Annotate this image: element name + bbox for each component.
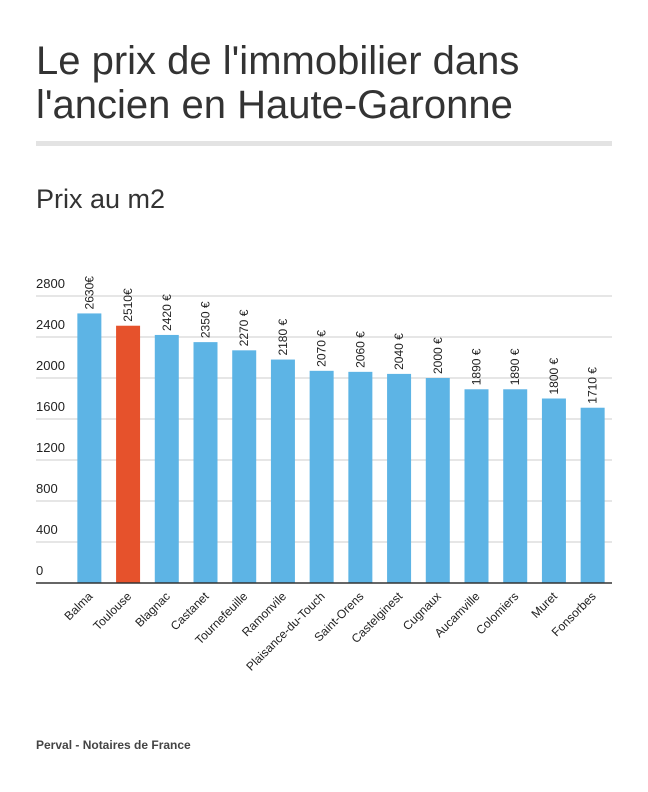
chart-title: Le prix de l'immobilier dans l'ancien en … (36, 39, 519, 127)
y-tick-label: 800 (36, 481, 58, 496)
bar (232, 350, 257, 583)
value-label: 2040 € (392, 333, 406, 370)
y-tick-label: 2000 (36, 358, 65, 373)
chart-subtitle: Prix au m2 (36, 184, 165, 214)
bar (193, 342, 218, 583)
x-tick-label: Colomiers (473, 589, 521, 637)
source: Perval - Notaires de France (36, 738, 191, 752)
bar (580, 407, 605, 583)
value-label: 1800 € (547, 357, 561, 394)
bar (541, 398, 566, 583)
x-tick-label: Balma (62, 589, 96, 623)
y-tick-label: 400 (36, 522, 58, 537)
value-label: 2350 € (199, 301, 213, 338)
x-tick-label: Blagnac (132, 589, 173, 630)
value-label: 2630€ (82, 276, 96, 310)
bar (154, 334, 179, 583)
value-label: 2070 € (315, 330, 329, 367)
y-tick-label: 2800 (36, 276, 65, 291)
bar (387, 373, 412, 583)
value-label: 1890 € (508, 348, 522, 385)
bar (464, 389, 489, 583)
separator (36, 141, 612, 146)
y-tick-label: 0 (36, 563, 43, 578)
value-label: 2180 € (276, 319, 290, 356)
value-label: 2000 € (431, 337, 445, 374)
bar (348, 371, 373, 583)
x-tick-label: Muret (528, 589, 560, 621)
bar (309, 370, 334, 583)
y-tick-label: 1600 (36, 399, 65, 414)
bar (270, 359, 295, 583)
bar (77, 313, 102, 583)
bar (425, 378, 450, 583)
value-label: 2420 € (160, 294, 174, 331)
value-label: 2270 € (237, 309, 251, 346)
bar (503, 389, 528, 583)
y-tick-label: 2400 (36, 317, 65, 332)
x-tick-label: Toulouse (90, 589, 134, 633)
y-tick-label: 1200 (36, 440, 65, 455)
value-label: 2060 € (353, 331, 367, 368)
bar (116, 325, 141, 583)
value-label: 1710 € (586, 367, 600, 404)
value-label: 1890 € (470, 348, 484, 385)
value-label: 2510€ (121, 288, 135, 322)
